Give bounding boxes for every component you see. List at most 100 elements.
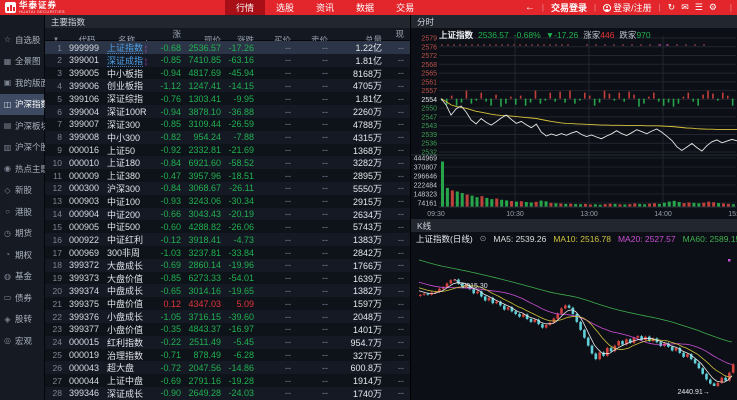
table-row[interactable]: 7 399007 深证300 -0.85 3109.44 -26.59 -- -- 4788万 -… bbox=[45, 118, 410, 131]
stock-name-text[interactable]: 中小300 bbox=[107, 132, 141, 143]
sidebar-item-7[interactable]: ◇ 新股 bbox=[0, 180, 44, 202]
table-row[interactable]: 27 000044 上证中盘 -0.69 2791.16 -19.28 -- -- 1914万 -… bbox=[45, 374, 410, 387]
refresh-icon[interactable]: ↻ bbox=[667, 2, 676, 12]
col-price[interactable]: 现价 bbox=[203, 35, 221, 45]
stock-name-text[interactable]: 深证成长 bbox=[107, 388, 144, 399]
sidebar-item-6[interactable]: ◉ 热点主题 bbox=[0, 158, 49, 180]
menu-item-2[interactable]: 资讯 bbox=[316, 3, 335, 13]
table-row[interactable]: 24 000015 红利指数 -0.22 2511.49 -5.45 -- -- 954.7万 -… bbox=[45, 335, 410, 349]
tab-minute-chart[interactable]: 分时 bbox=[417, 16, 435, 27]
sidebar-item-8[interactable]: ○ 港股 bbox=[0, 201, 44, 223]
table-row[interactable]: 17 000969 300非周 -1.03 3237.81 -33.84 -- -- 2842万… bbox=[45, 246, 410, 259]
stock-name-text[interactable]: 中证500 bbox=[107, 222, 141, 233]
stock-name-text[interactable]: 上证50 bbox=[107, 145, 136, 156]
table-row[interactable]: 11 000009 上证380 -0.47 3957.96 -18.51 -- -- 2895万… bbox=[45, 169, 410, 182]
table-row[interactable]: 22 399376 小盘成长 -1.05 3716.15 -39.60 -- -- 2048万 -… bbox=[45, 310, 410, 323]
stock-name-text[interactable]: 中证100 bbox=[107, 196, 141, 207]
table-row[interactable]: 3 399005 中小板指 -0.94 4817.69 -45.94 -- -- 8168万 -- bbox=[45, 67, 410, 80]
stock-name-text[interactable]: 红利指数 bbox=[107, 337, 144, 348]
table-row[interactable]: 25 000019 治理指数 -0.71 878.49 -6.28 -- -- 3275万 -- bbox=[45, 349, 410, 362]
stock-name-text[interactable]: 深证综指 bbox=[107, 94, 144, 105]
stock-name-text[interactable]: 沪深300 bbox=[107, 183, 141, 194]
table-row[interactable]: 28 399346 深证成长 -0.90 2649.28 -24.03 -- -- 1740万 -… bbox=[45, 386, 410, 400]
mail-icon[interactable]: ✉ bbox=[681, 2, 689, 12]
table-row[interactable]: 16 000922 中证红利 -0.12 3918.41 -4.73 -- -- 1383万 -- bbox=[45, 233, 410, 246]
sidebar-item-1[interactable]: ▦ 全景图 bbox=[0, 51, 44, 73]
menu-item-4[interactable]: 交易 bbox=[396, 3, 415, 13]
stock-name-text[interactable]: 超大盘 bbox=[107, 363, 135, 374]
sidebar-item-12[interactable]: ▭ 债券 bbox=[0, 287, 44, 309]
stock-name-text[interactable]: 中盘价值 bbox=[107, 299, 144, 310]
stock-name-text[interactable]: 中证红利 bbox=[107, 235, 144, 246]
sidebar-item-0[interactable]: ☆ 自选股 bbox=[0, 29, 44, 51]
table-row[interactable]: 20 399374 中盘成长 -0.65 3014.16 -19.65 -- -- 1382万 -… bbox=[45, 284, 410, 298]
sidebar-item-9[interactable]: ◷ 期货 bbox=[0, 223, 44, 245]
stock-name-text[interactable]: 中小板指 bbox=[107, 68, 144, 79]
menu-item-3[interactable]: 数据 bbox=[356, 3, 375, 13]
sidebar-item-3[interactable]: ◫ 沪深指数 bbox=[0, 93, 49, 115]
stock-name-text[interactable]: 深证100R bbox=[107, 107, 147, 118]
stock-name-text[interactable]: 上证380 bbox=[107, 171, 141, 182]
sidebar-item-11[interactable]: ◍ 基金 bbox=[0, 266, 44, 288]
col-sell[interactable]: 卖价 bbox=[310, 35, 328, 45]
login-register-button[interactable]: 登录/注册 bbox=[603, 1, 652, 14]
stock-name-text[interactable]: 上证180 bbox=[107, 158, 141, 169]
col-buy[interactable]: 买价 bbox=[273, 35, 291, 45]
current-volume: -- bbox=[398, 145, 404, 155]
table-row[interactable]: 14 000904 中证200 -0.66 3043.43 -20.19 -- -- 2634万… bbox=[45, 207, 410, 221]
gear-icon[interactable]: ⚙ bbox=[708, 2, 717, 12]
col-vol[interactable]: 总量 bbox=[364, 35, 382, 45]
table-row[interactable]: 6 399004 深证100R -0.94 3878.10 -36.88 -- -- 2260万… bbox=[45, 105, 410, 118]
stock-name-text[interactable]: 小盘价值 bbox=[107, 324, 144, 335]
stock-name-text[interactable]: 深证300 bbox=[107, 119, 141, 130]
kline-settings-icon[interactable]: ⊙ bbox=[479, 234, 487, 243]
stock-name-text[interactable]: 上证指数 bbox=[107, 43, 144, 54]
tab-main-indices[interactable]: 主要指数 bbox=[51, 16, 86, 27]
stock-name-text[interactable]: 300非周 bbox=[107, 248, 141, 258]
stock-name-text[interactable]: 中盘成长 bbox=[107, 286, 144, 297]
table-row[interactable]: 12 000300 沪深300 -0.84 3068.67 -26.11 -- -- 5550万… bbox=[45, 181, 410, 195]
stock-name-text[interactable]: 深证成指 bbox=[107, 55, 144, 67]
sidebar-item-13[interactable]: ◈ 股转 bbox=[0, 309, 44, 331]
stock-name-text[interactable]: 治理指数 bbox=[107, 350, 144, 361]
minute-chart[interactable]: 上证指数 2536.57 -0.68% ▼-17.26 涨家446 跌家970 … bbox=[411, 28, 737, 219]
list-icon[interactable]: ☰ bbox=[694, 2, 703, 12]
table-row[interactable]: 8 399008 中小300 -0.82 954.24 -7.88 -- -- 4315万 -- bbox=[45, 130, 410, 144]
stock-name-text[interactable]: 大盘价值 bbox=[107, 273, 144, 284]
table-row[interactable]: 9 000016 上证50 -0.92 2332.81 -21.69 -- -- 1368万 -- bbox=[45, 144, 410, 157]
sidebar-item-4[interactable]: ▤ 沪深板块 bbox=[0, 115, 49, 137]
table-row[interactable]: 13 000903 中证100 -0.93 3243.06 -30.34 -- -- 2915万… bbox=[45, 195, 410, 208]
stock-name-text[interactable]: 创业板指 bbox=[107, 81, 144, 92]
kline-chart-svg[interactable]: 2915.30 2440.91→ bbox=[411, 245, 737, 400]
trade-login-button[interactable]: 交易登录 bbox=[550, 3, 587, 13]
col-code[interactable]: 代码 bbox=[78, 35, 96, 45]
sidebar-item-2[interactable]: ▣ 我的版面 bbox=[0, 72, 49, 94]
table-row[interactable]: 19 399373 大盘价值 -0.85 6273.33 -54.01 -- -- 1639万 -… bbox=[45, 272, 410, 285]
menu-item-1[interactable]: 选股 bbox=[276, 3, 295, 13]
sidebar-item-14[interactable]: ◎ 宏观 bbox=[0, 330, 44, 352]
table-row[interactable]: 1 999999 上证指数 ¦ -0.68 2536.57 -17.26 -- -- 1.22亿 -… bbox=[45, 41, 410, 54]
table-row[interactable]: 5 399106 深证综指 -0.76 1303.41 -9.95 -- -- 1.81亿 -- bbox=[45, 92, 410, 105]
kline-chart[interactable]: 2915.30 2440.91→ bbox=[411, 245, 737, 400]
table-row[interactable]: 26 000043 超大盘 -0.72 2047.56 -14.86 -- -- 600.8万 -… bbox=[45, 361, 410, 375]
tab-kline-chart[interactable]: K线 bbox=[417, 220, 432, 231]
table-row[interactable]: 10 000010 上证180 -0.84 6921.60 -58.52 -- -- 3282万… bbox=[45, 156, 410, 170]
menu-item-0[interactable]: 行情 bbox=[225, 0, 266, 15]
table-row[interactable]: 23 399377 小盘价值 -0.35 4843.37 -16.97 -- -- 1401万 -… bbox=[45, 323, 410, 336]
table-row[interactable]: 15 000905 中证500 -0.60 4288.82 -26.06 -- -- 5743万… bbox=[45, 220, 410, 233]
table-row[interactable]: 18 399372 大盘成长 -0.69 2860.14 -19.96 -- -- 1766万 -… bbox=[45, 258, 410, 272]
sidebar-item-5[interactable]: ▥ 沪深个股 bbox=[0, 137, 49, 159]
table-row[interactable]: 21 399375 中盘价值 0.12 4347.03 5.09 -- -- 1597万 -- bbox=[45, 297, 410, 310]
col-name[interactable]: 名称 · bbox=[118, 35, 148, 45]
stock-name-text[interactable]: 中证200 bbox=[107, 209, 141, 220]
table-row[interactable]: 4 399006 创业板指 -1.12 1247.41 -14.15 -- -- 4705万 -- bbox=[45, 79, 410, 93]
filter-arrow-icon[interactable]: ▼ bbox=[53, 37, 59, 43]
col-chg[interactable]: 涨跌 bbox=[236, 35, 254, 45]
stock-name-text[interactable]: 上证中盘 bbox=[107, 376, 144, 387]
sidebar-item-10[interactable]: ◔ 期权 bbox=[0, 244, 44, 266]
stock-name-text[interactable]: 大盘成长 bbox=[107, 260, 144, 271]
stock-name-text[interactable]: 小盘成长 bbox=[107, 312, 144, 323]
back-arrow-icon[interactable]: ← bbox=[524, 2, 535, 13]
table-row[interactable]: 2 399001 深证成指 ¦ -0.85 7410.85 -63.16 -- -- 1.81亿 -… bbox=[45, 53, 410, 67]
